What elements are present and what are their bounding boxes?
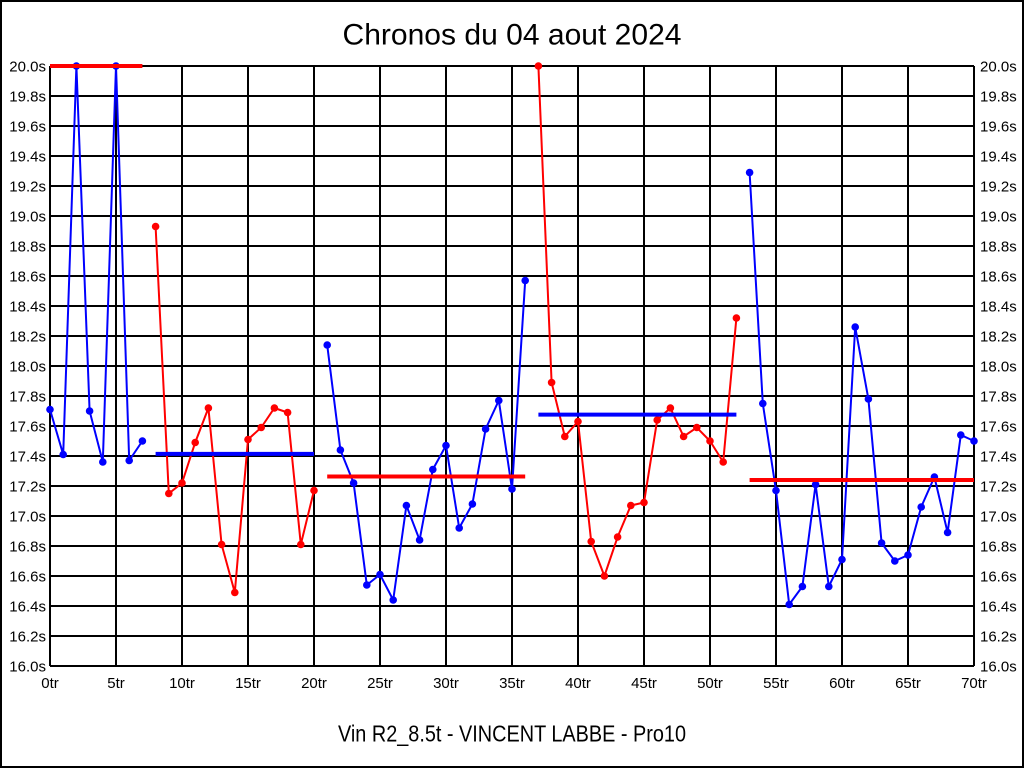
svg-text:19.6s: 19.6s <box>9 119 46 136</box>
svg-text:16.0s: 16.0s <box>9 659 46 676</box>
svg-text:19.0s: 19.0s <box>9 209 46 226</box>
svg-text:18.8s: 18.8s <box>9 239 46 256</box>
svg-text:30tr: 30tr <box>433 675 459 692</box>
svg-text:20.0s: 20.0s <box>980 59 1017 76</box>
svg-text:10tr: 10tr <box>169 675 195 692</box>
svg-text:18.8s: 18.8s <box>980 239 1017 256</box>
svg-text:5tr: 5tr <box>107 675 125 692</box>
svg-text:15tr: 15tr <box>235 675 261 692</box>
svg-text:19.2s: 19.2s <box>9 179 46 196</box>
svg-text:55tr: 55tr <box>763 675 789 692</box>
svg-text:17.8s: 17.8s <box>980 389 1017 406</box>
svg-text:16.6s: 16.6s <box>9 569 46 586</box>
svg-text:19.8s: 19.8s <box>9 89 46 106</box>
svg-text:17.2s: 17.2s <box>9 479 46 496</box>
svg-text:18.6s: 18.6s <box>9 269 46 286</box>
svg-text:16.8s: 16.8s <box>9 539 46 556</box>
svg-text:40tr: 40tr <box>565 675 591 692</box>
svg-text:18.4s: 18.4s <box>980 299 1017 316</box>
svg-text:17.8s: 17.8s <box>9 389 46 406</box>
svg-text:65tr: 65tr <box>895 675 921 692</box>
svg-text:17.2s: 17.2s <box>980 479 1017 496</box>
svg-text:17.4s: 17.4s <box>980 449 1017 466</box>
svg-text:25tr: 25tr <box>367 675 393 692</box>
svg-text:18.4s: 18.4s <box>9 299 46 316</box>
svg-text:19.6s: 19.6s <box>980 119 1017 136</box>
svg-text:17.0s: 17.0s <box>9 509 46 526</box>
svg-text:18.0s: 18.0s <box>980 359 1017 376</box>
svg-text:50tr: 50tr <box>697 675 723 692</box>
svg-text:60tr: 60tr <box>829 675 855 692</box>
svg-text:19.0s: 19.0s <box>980 209 1017 226</box>
svg-text:19.2s: 19.2s <box>980 179 1017 196</box>
svg-text:35tr: 35tr <box>499 675 525 692</box>
svg-text:16.4s: 16.4s <box>980 599 1017 616</box>
svg-text:20.0s: 20.0s <box>9 59 46 76</box>
svg-text:45tr: 45tr <box>631 675 657 692</box>
svg-text:70tr: 70tr <box>961 675 987 692</box>
svg-text:18.2s: 18.2s <box>980 329 1017 346</box>
svg-text:16.6s: 16.6s <box>980 569 1017 586</box>
svg-text:16.0s: 16.0s <box>980 659 1017 676</box>
svg-text:Vin R2_8.5t - VINCENT LABBE -: Vin R2_8.5t - VINCENT LABBE - Pro10 <box>338 721 686 747</box>
svg-text:0tr: 0tr <box>41 675 59 692</box>
svg-text:19.8s: 19.8s <box>980 89 1017 106</box>
svg-text:16.4s: 16.4s <box>9 599 46 616</box>
svg-text:17.6s: 17.6s <box>9 419 46 436</box>
svg-text:19.4s: 19.4s <box>980 149 1017 166</box>
svg-text:18.2s: 18.2s <box>9 329 46 346</box>
svg-text:16.8s: 16.8s <box>980 539 1017 556</box>
svg-text:16.2s: 16.2s <box>9 629 46 646</box>
svg-text:19.4s: 19.4s <box>9 149 46 166</box>
svg-text:Chronos du 04 aout 2024: Chronos du 04 aout 2024 <box>343 19 682 52</box>
svg-text:17.6s: 17.6s <box>980 419 1017 436</box>
svg-text:18.0s: 18.0s <box>9 359 46 376</box>
svg-text:20tr: 20tr <box>301 675 327 692</box>
svg-text:17.4s: 17.4s <box>9 449 46 466</box>
svg-text:17.0s: 17.0s <box>980 509 1017 526</box>
svg-text:18.6s: 18.6s <box>980 269 1017 286</box>
svg-text:16.2s: 16.2s <box>980 629 1017 646</box>
